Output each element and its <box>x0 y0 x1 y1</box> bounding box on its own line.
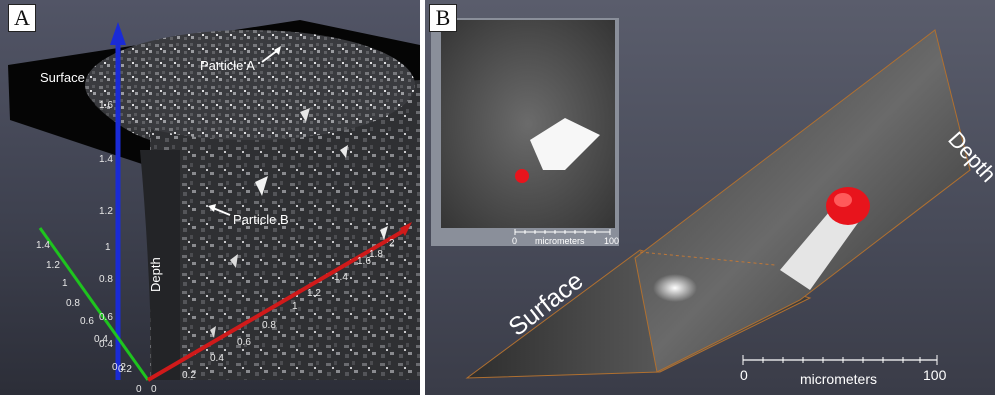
blue-tick: 0.4 <box>99 339 113 350</box>
panel-a-letter: A <box>8 4 36 32</box>
panel-a-graphic: Surface Particle A Particle B Depth 1.6 … <box>8 20 420 395</box>
red-tick: 1.8 <box>369 249 383 260</box>
panel-a: Surface Particle A Particle B Depth 1.6 … <box>0 0 420 395</box>
depth-label: Depth <box>148 257 163 292</box>
blue-tick: 1.2 <box>99 206 113 217</box>
green-tick: 0.6 <box>80 316 94 327</box>
inset-scale-start: 0 <box>512 236 517 246</box>
green-tick: 0.4 <box>94 334 108 345</box>
surface-label: Surface <box>40 70 85 85</box>
red-tick: 2 <box>389 238 395 249</box>
panel-b-letter: B <box>429 4 457 32</box>
red-tick: 0.8 <box>262 320 276 331</box>
blue-tick: 1 <box>105 242 111 253</box>
red-particle <box>826 187 870 225</box>
red-tick: 0.4 <box>210 353 224 364</box>
red-tick: 1.6 <box>357 256 371 267</box>
panel-b: Surface Depth 0 micrometers 100 0 <box>425 0 995 395</box>
blue-tick: 1.6 <box>99 100 113 111</box>
blue-tick: 1.4 <box>99 154 113 165</box>
inset-scale-unit: micrometers <box>535 236 585 246</box>
blue-tick: 0.2 <box>118 364 132 375</box>
red-tick: 0.2 <box>182 370 196 381</box>
particle-a-label: Particle A <box>200 58 255 73</box>
green-tick: 0 <box>136 384 142 395</box>
particle-b-label: Particle B <box>233 212 289 227</box>
green-tick: 0.2 <box>112 362 126 373</box>
green-tick: 1 <box>62 278 68 289</box>
main-scale-start: 0 <box>740 367 748 383</box>
green-tick: 0.8 <box>66 298 80 309</box>
red-tick: 0 <box>151 384 157 395</box>
panel-b-graphic: Surface Depth 0 micrometers 100 0 <box>431 18 995 387</box>
red-tick: 1 <box>292 301 298 312</box>
red-tick: 1.4 <box>334 272 348 283</box>
main-scale-unit: micrometers <box>800 371 877 387</box>
blue-tick: 0.6 <box>99 312 113 323</box>
green-tick: 1.4 <box>36 240 50 251</box>
red-tick: 0.6 <box>237 337 251 348</box>
main-scale-end: 100 <box>923 367 947 383</box>
red-tick: 1.2 <box>307 288 321 299</box>
inset-scale-end: 100 <box>604 236 619 246</box>
green-tick: 1.2 <box>46 260 60 271</box>
panel-divider <box>420 0 425 395</box>
blue-tick: 0.8 <box>99 274 113 285</box>
inset-red-particle <box>515 169 529 183</box>
